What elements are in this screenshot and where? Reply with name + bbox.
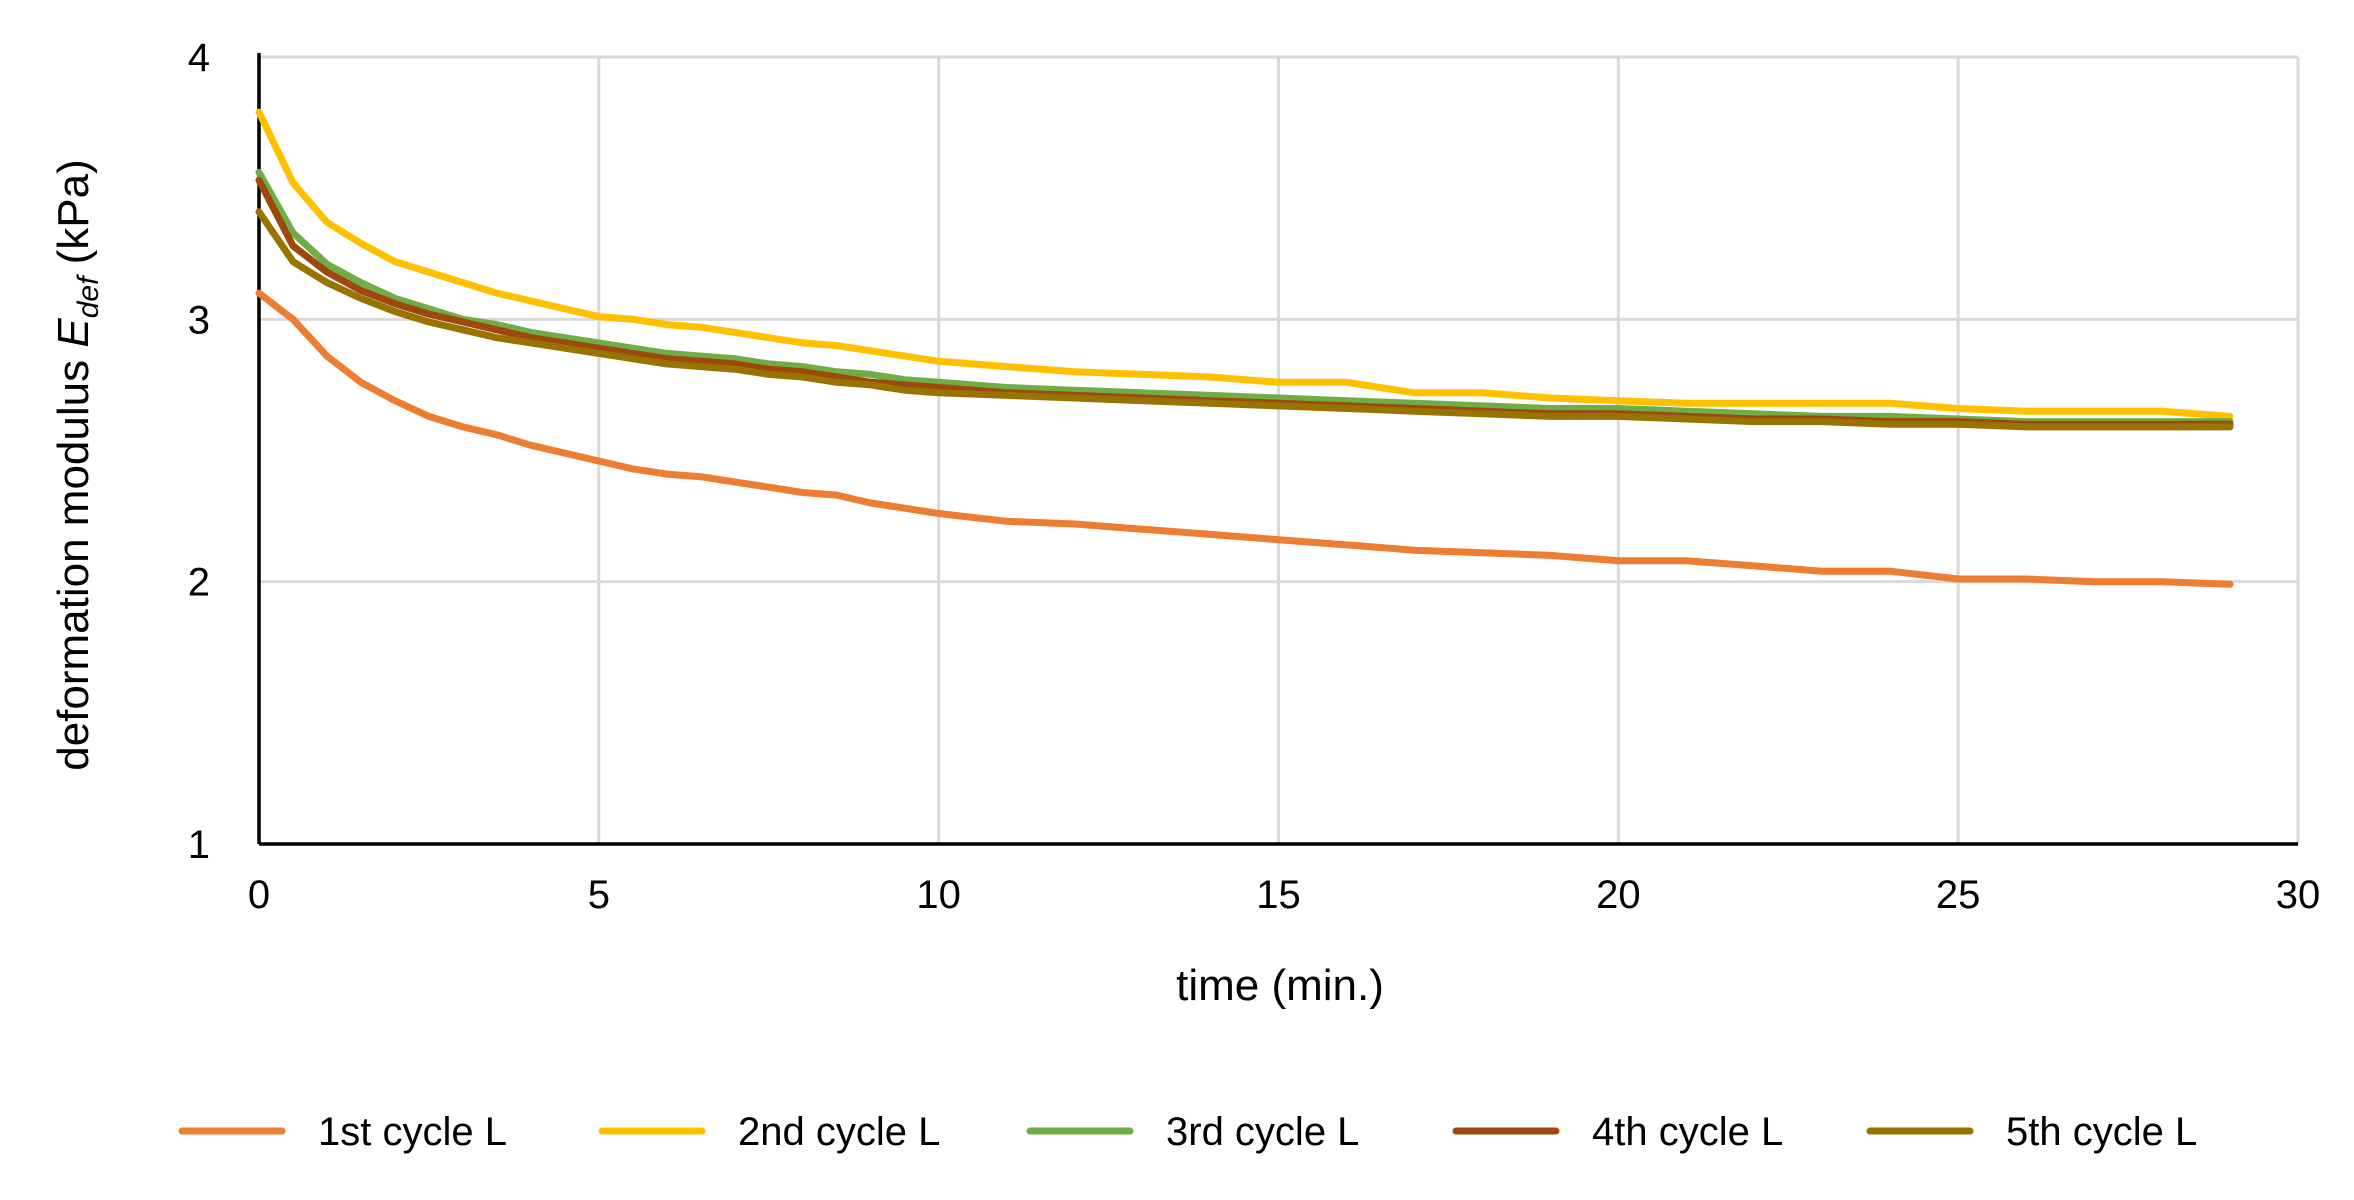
- x-tick-label: 25: [1936, 873, 1981, 917]
- x-axis-title: time (min.): [1176, 961, 1384, 1010]
- x-tick-label: 0: [248, 873, 270, 917]
- y-tick-label: 4: [188, 36, 210, 80]
- y-axis-title-prefix: deformation modulus: [49, 348, 98, 771]
- x-tick-label: 10: [916, 873, 961, 917]
- legend: 1st cycle L 2nd cycle L 3rd cycle L 4th cyc…: [178, 1110, 2197, 1154]
- y-axis-title: deformation modulus Edef (kPa): [49, 159, 105, 771]
- y-axis-title-subscript: def: [72, 274, 105, 318]
- legend-label-4: 4th cycle L: [1592, 1110, 1783, 1154]
- series-line-3: [255, 168, 2234, 426]
- y-tick-label: 3: [188, 298, 210, 342]
- series-line-1: [255, 289, 2234, 588]
- x-tick-label: 5: [588, 873, 610, 917]
- legend-label-2: 2nd cycle L: [738, 1110, 940, 1154]
- y-axis-title-suffix: (kPa): [49, 159, 98, 276]
- x-tick-label: 15: [1256, 873, 1301, 917]
- legend-label-1: 1st cycle L: [318, 1110, 507, 1154]
- legend-label-3: 3rd cycle L: [1166, 1110, 1359, 1154]
- series-line-2: [255, 108, 2234, 420]
- y-tick-label: 2: [188, 561, 210, 605]
- series-lines: [255, 108, 2234, 588]
- x-tick-label: 20: [1596, 873, 1641, 917]
- x-tick-label: 30: [2276, 873, 2321, 917]
- legend-label-5: 5th cycle L: [2006, 1110, 2197, 1154]
- series-line-5: [255, 208, 2234, 431]
- y-axis-title-symbol: E: [49, 318, 98, 348]
- tick-labels: 0 5 10 15 20 25 30 1 2 3 4: [188, 36, 2321, 917]
- y-tick-label: 1: [188, 823, 210, 867]
